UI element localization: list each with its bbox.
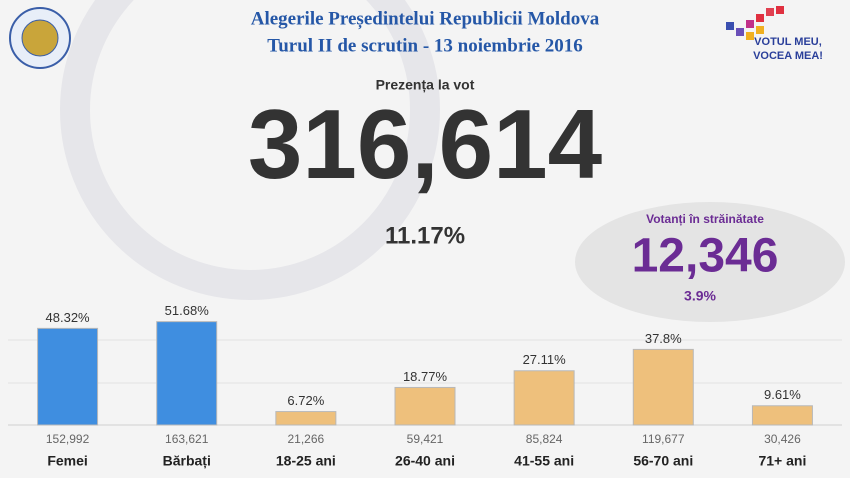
category-label: 26-40 ani xyxy=(395,453,455,469)
bar xyxy=(275,411,337,426)
value-label: 27.11% xyxy=(523,352,567,367)
value-label: 6.72% xyxy=(287,393,324,408)
value-label: 18.77% xyxy=(403,369,448,384)
category-label: 18-25 ani xyxy=(276,453,336,469)
bar xyxy=(513,370,575,426)
value-label: 51.68% xyxy=(165,303,210,318)
bar xyxy=(751,405,813,426)
turnout-total: 316,614 xyxy=(248,89,602,199)
count-label: 85,824 xyxy=(526,432,563,446)
bar xyxy=(156,321,218,426)
count-label: 152,992 xyxy=(46,432,90,446)
logo-text: VOCEA MEA! xyxy=(753,50,823,62)
world-map xyxy=(575,202,845,322)
bar xyxy=(37,327,99,426)
watermark xyxy=(60,0,440,300)
abroad-total: 12,346 xyxy=(632,230,779,283)
title: Alegerile Președintelui Republicii Moldo… xyxy=(251,8,600,29)
value-label: 9.61% xyxy=(764,387,801,402)
abroad-label: Votanți în străinătate xyxy=(646,212,764,226)
value-label: 37.8% xyxy=(645,331,682,346)
category-label: Bărbați xyxy=(163,453,211,469)
logo-text: VOTUL MEU, xyxy=(754,36,822,48)
bar xyxy=(632,348,694,426)
count-label: 163,621 xyxy=(165,432,209,446)
count-label: 30,426 xyxy=(764,432,801,446)
abroad-percent: 3.9% xyxy=(684,288,716,304)
value-label: 48.32% xyxy=(46,310,91,325)
bar xyxy=(394,386,456,426)
logo-squares xyxy=(726,6,784,40)
category-label: Femei xyxy=(47,453,87,469)
count-label: 59,421 xyxy=(407,432,444,446)
count-label: 21,266 xyxy=(288,432,325,446)
subtitle: Turul II de scrutin - 13 noiembrie 2016 xyxy=(267,35,582,56)
turnout-label: Prezența la vot xyxy=(376,77,475,93)
turnout-percent: 11.17% xyxy=(385,222,465,249)
count-label: 119,677 xyxy=(642,432,685,446)
category-label: 71+ ani xyxy=(758,453,806,469)
category-label: 41-55 ani xyxy=(514,453,574,469)
category-label: 56-70 ani xyxy=(633,453,693,469)
emblem-center xyxy=(21,19,59,57)
